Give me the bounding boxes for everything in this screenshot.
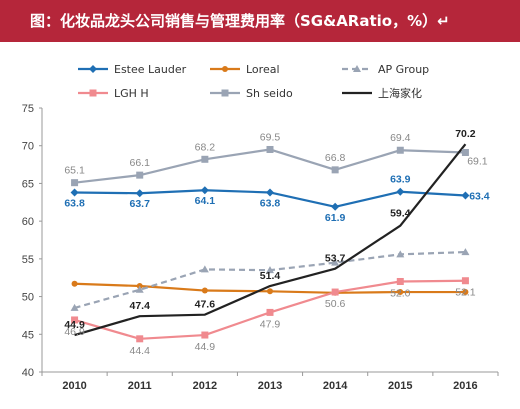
point-marker <box>266 308 274 316</box>
data-label: 59.4 <box>390 208 411 220</box>
legend-label: Loreal <box>246 63 280 76</box>
y-tick-label: 55 <box>22 254 34 266</box>
data-label: 47.4 <box>129 300 150 312</box>
data-label: 44.9 <box>64 319 85 331</box>
point-marker <box>331 288 339 296</box>
data-label: 68.2 <box>195 141 216 153</box>
data-label: 66.8 <box>325 152 346 164</box>
x-tick-label: 2016 <box>453 380 477 392</box>
point-marker <box>396 187 405 196</box>
point-marker <box>396 277 404 285</box>
data-label: 63.8 <box>260 197 281 209</box>
data-label: 69.5 <box>260 131 281 143</box>
point-marker <box>71 179 79 187</box>
data-label: 51.4 <box>260 270 281 282</box>
point-marker <box>89 65 97 73</box>
point-marker <box>266 266 274 274</box>
legend-label: Sh seido <box>246 87 293 100</box>
point-marker <box>461 149 469 157</box>
point-marker <box>201 331 209 339</box>
y-tick-label: 45 <box>22 329 34 341</box>
data-label: 47.6 <box>195 299 216 311</box>
data-label: 63.7 <box>129 198 150 210</box>
axes: 40 45 50 55 60 65 70 75 2010 2011 2012 2013 2014 2015… <box>22 103 499 392</box>
data-label: 44.4 <box>129 345 150 357</box>
point-marker <box>135 285 144 293</box>
data-label: 47.9 <box>260 318 281 330</box>
point-marker <box>396 250 405 258</box>
data-label: 61.9 <box>325 212 346 224</box>
legend: Estee Lauder Loreal AP Group LGH H Sh seido 上… <box>78 63 429 100</box>
x-tick-label: 2010 <box>62 380 86 392</box>
data-label: 69.1 <box>467 156 488 168</box>
data-label: 63.8 <box>64 197 85 209</box>
y-tick-label: 65 <box>22 178 34 190</box>
y-tick-label: 75 <box>22 103 34 115</box>
point-marker <box>71 280 78 287</box>
line-chart: Estee Lauder Loreal AP Group LGH H Sh seido 上… <box>22 63 499 392</box>
data-label: 66.1 <box>129 157 150 169</box>
point-marker <box>462 289 469 296</box>
point-marker <box>461 191 470 200</box>
data-label: 63.9 <box>390 174 411 186</box>
point-marker <box>136 335 144 343</box>
data-label: 50.6 <box>325 298 346 310</box>
y-tick-label: 60 <box>22 216 34 228</box>
data-label: 70.2 <box>455 128 476 140</box>
point-marker <box>70 188 79 197</box>
data-label: 64.1 <box>195 195 216 207</box>
data-labels: 63.8 63.7 64.1 63.8 61.9 63.9 63.4 46.9 44.4 44.9… <box>64 128 489 357</box>
point-marker <box>136 171 144 179</box>
legend-label: LGH H <box>114 87 149 100</box>
point-marker <box>89 89 97 97</box>
data-label: 69.4 <box>390 132 411 144</box>
point-marker <box>222 66 228 72</box>
point-marker <box>331 258 340 266</box>
point-marker <box>71 316 79 324</box>
point-marker <box>201 155 209 163</box>
point-marker <box>200 265 209 273</box>
legend-label: Estee Lauder <box>114 63 187 76</box>
point-marker <box>461 248 470 256</box>
point-marker <box>135 189 144 198</box>
point-marker <box>200 186 209 195</box>
series-markers <box>70 145 470 343</box>
series-line <box>74 143 467 337</box>
point-marker <box>353 65 361 72</box>
point-marker <box>461 277 469 285</box>
legend-label: AP Group <box>378 63 429 76</box>
data-label: 65.1 <box>64 165 85 177</box>
data-label: 63.4 <box>469 190 490 202</box>
y-tick-label: 50 <box>22 292 34 304</box>
point-marker <box>397 289 404 296</box>
x-tick-label: 2014 <box>323 380 348 392</box>
point-marker <box>201 287 208 294</box>
point-marker <box>70 303 79 311</box>
data-label: 53.7 <box>325 253 346 265</box>
chart-title: 图：化妆品龙头公司销售与管理费用率（SG&ARatio，%）↵ <box>0 0 520 42</box>
data-label: 52.1 <box>455 287 476 299</box>
x-tick-label: 2015 <box>388 380 412 392</box>
point-marker <box>396 146 404 154</box>
data-label: 46.9 <box>64 326 85 338</box>
x-tick-label: 2013 <box>258 380 282 392</box>
x-tick-label: 2011 <box>128 380 152 392</box>
y-tick-label: 40 <box>22 367 34 379</box>
point-marker <box>266 145 274 153</box>
y-tick-label: 70 <box>22 141 34 153</box>
point-marker <box>221 89 229 97</box>
point-marker <box>266 188 274 197</box>
legend-label: 上海家化 <box>378 86 422 100</box>
data-label: 44.9 <box>195 341 216 353</box>
point-marker <box>331 166 339 174</box>
point-marker <box>267 288 273 295</box>
x-tick-label: 2012 <box>193 380 217 392</box>
point-marker <box>331 202 340 211</box>
data-label: 52.0 <box>390 287 411 299</box>
